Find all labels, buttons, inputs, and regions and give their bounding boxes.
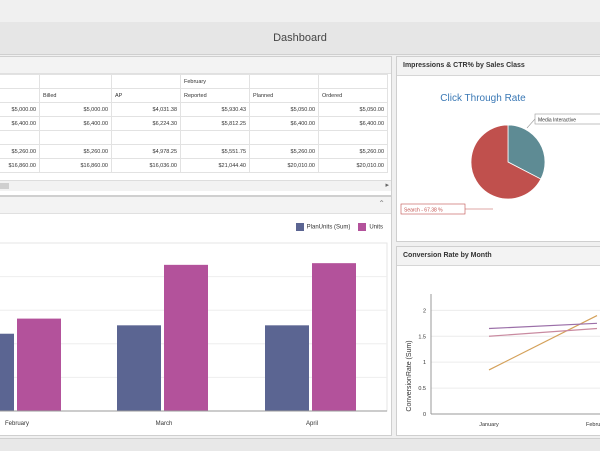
table-row: [0, 130, 388, 145]
legend-label: Units: [369, 224, 383, 231]
column-header[interactable]: [0, 88, 40, 103]
table-cell[interactable]: $6,400.00: [318, 116, 388, 131]
x-tick-label: March: [156, 421, 173, 427]
scrollbar-thumb[interactable]: [0, 183, 9, 189]
column-header[interactable]: AP: [111, 88, 181, 103]
scroll-right-icon[interactable]: ▸: [385, 182, 389, 189]
y-tick-label: 1: [423, 360, 426, 366]
pie-panel-header: Impressions & CTR% by Sales Class: [397, 57, 600, 76]
status-bar: [0, 438, 600, 451]
pie-slice-media-interactive[interactable]: [507, 124, 546, 180]
table-cell[interactable]: $5,812.25: [180, 116, 250, 131]
bar-chart: February March April: [0, 242, 388, 427]
legend-item[interactable]: PlanUnits (Sum): [295, 223, 351, 231]
line-chart: ConversionRate (Sum) 0 0.5 1 1.5 2 January Feb…: [406, 294, 600, 428]
y-axis-label: ConversionRate (Sum): [406, 340, 413, 411]
legend-swatch: [358, 223, 367, 231]
table-cell[interactable]: $16,860.00: [39, 158, 112, 173]
bar-units-april[interactable]: [312, 263, 356, 411]
y-tick-label: 0.5: [418, 386, 426, 392]
table-row: $6,400.00 $6,400.00 $6,224.30 $5,812.25 …: [0, 116, 388, 131]
table-cell[interactable]: $5,551.75: [180, 144, 250, 159]
table-cell[interactable]: $16,036.00: [111, 158, 181, 173]
media-label: Media Interactive: [538, 118, 576, 124]
x-tick-label: February: [586, 422, 600, 428]
legend-swatch: [295, 223, 304, 231]
column-header[interactable]: Planned: [249, 88, 319, 103]
table-cell[interactable]: $4,978.25: [111, 144, 181, 159]
table-row: $5,000.00 $5,000.00 $4,031.38 $5,930.43 …: [0, 102, 388, 117]
table-cell[interactable]: $5,000.00: [39, 102, 112, 117]
table-cell[interactable]: $6,400.00: [39, 116, 112, 131]
table-row: $16,860.00 $16,860.00 $16,036.00 $21,044…: [0, 158, 388, 173]
legend-item[interactable]: Units: [358, 223, 383, 231]
bar-legend: PlanUnits (Sum) Units: [295, 223, 383, 231]
table-cell[interactable]: [0, 130, 40, 145]
bar-units-march[interactable]: [164, 264, 208, 411]
table-cell[interactable]: $16,860.00: [0, 158, 40, 173]
table-cell[interactable]: [249, 130, 319, 145]
column-header[interactable]: Ordered: [318, 88, 388, 103]
search-label: Search - 67.38 %: [404, 208, 443, 214]
table-cell[interactable]: $4,031.38: [111, 102, 181, 117]
y-tick-label: 0: [423, 412, 426, 418]
table-cell[interactable]: $5,930.43: [180, 102, 250, 117]
pie-chart: Click Through Rate Media Interactive Sea…: [400, 93, 600, 215]
pie-chart-panel: Impressions & CTR% by Sales Class Click …: [396, 56, 600, 242]
table-cell[interactable]: $6,224.30: [111, 116, 181, 131]
table-row: February: [0, 74, 388, 89]
table-row: $5,260.00 $5,260.00 $4,978.25 $5,551.75 …: [0, 144, 388, 159]
table-cell[interactable]: $20,010.00: [249, 158, 319, 173]
window-title: Dashboard: [273, 32, 327, 44]
table-cell[interactable]: $5,000.00: [0, 102, 40, 117]
pie-title: Click Through Rate: [440, 93, 526, 104]
table-cell[interactable]: $21,044.40: [180, 158, 250, 173]
legend-label: PlanUnits (Sum): [306, 224, 351, 231]
line-series-3[interactable]: [488, 327, 598, 337]
bar-planunits-february[interactable]: [0, 333, 14, 411]
table-cell[interactable]: [111, 130, 181, 145]
column-header[interactable]: Billed: [39, 88, 112, 103]
column-header[interactable]: Reported: [180, 88, 250, 103]
x-tick-label: February: [5, 421, 29, 427]
window-titlebar: Dashboard: [0, 22, 600, 55]
grid-header: [0, 57, 391, 74]
bar-planunits-april[interactable]: [265, 325, 309, 411]
line-chart-panel: Conversion Rate by Month ConversionRate …: [396, 246, 600, 436]
table-cell[interactable]: $5,260.00: [39, 144, 112, 159]
pie-slice-search[interactable]: [470, 124, 542, 200]
table-cell[interactable]: $5,260.00: [249, 144, 319, 159]
pivot-grid-panel: February Billed AP Reported Planned Orde…: [0, 56, 392, 196]
x-tick-label: April: [306, 421, 318, 427]
collapse-icon[interactable]: ⌃: [378, 199, 385, 208]
table-cell[interactable]: [39, 130, 112, 145]
table-cell[interactable]: [180, 130, 250, 145]
bar-chart-header: ⌃: [0, 197, 391, 214]
y-tick-label: 1.5: [418, 334, 426, 340]
table-cell[interactable]: $5,050.00: [318, 102, 388, 117]
line-panel-header: Conversion Rate by Month: [397, 247, 600, 266]
table-cell[interactable]: [318, 130, 388, 145]
line-series-2[interactable]: [488, 322, 598, 330]
month-header: February: [180, 74, 250, 89]
x-tick-label: January: [479, 422, 499, 428]
table-cell[interactable]: $20,010.00: [318, 158, 388, 173]
table-cell[interactable]: $5,260.00: [318, 144, 388, 159]
bar-chart-panel: ⌃ PlanUnits (Sum) Units February March Apr…: [0, 196, 392, 436]
y-tick-label: 2: [423, 308, 426, 314]
bar-units-february[interactable]: [17, 318, 61, 411]
horizontal-scrollbar[interactable]: ▸: [0, 180, 391, 191]
table-cell[interactable]: $5,260.00: [0, 144, 40, 159]
table-cell[interactable]: $6,400.00: [0, 116, 40, 131]
media-leader-line: [526, 118, 536, 129]
bar-planunits-march[interactable]: [117, 325, 161, 411]
table-cell[interactable]: $6,400.00: [249, 116, 319, 131]
pivot-table: February Billed AP Reported Planned Orde…: [0, 74, 388, 173]
table-row: Billed AP Reported Planned Ordered: [0, 88, 388, 103]
table-cell[interactable]: $5,050.00: [249, 102, 319, 117]
